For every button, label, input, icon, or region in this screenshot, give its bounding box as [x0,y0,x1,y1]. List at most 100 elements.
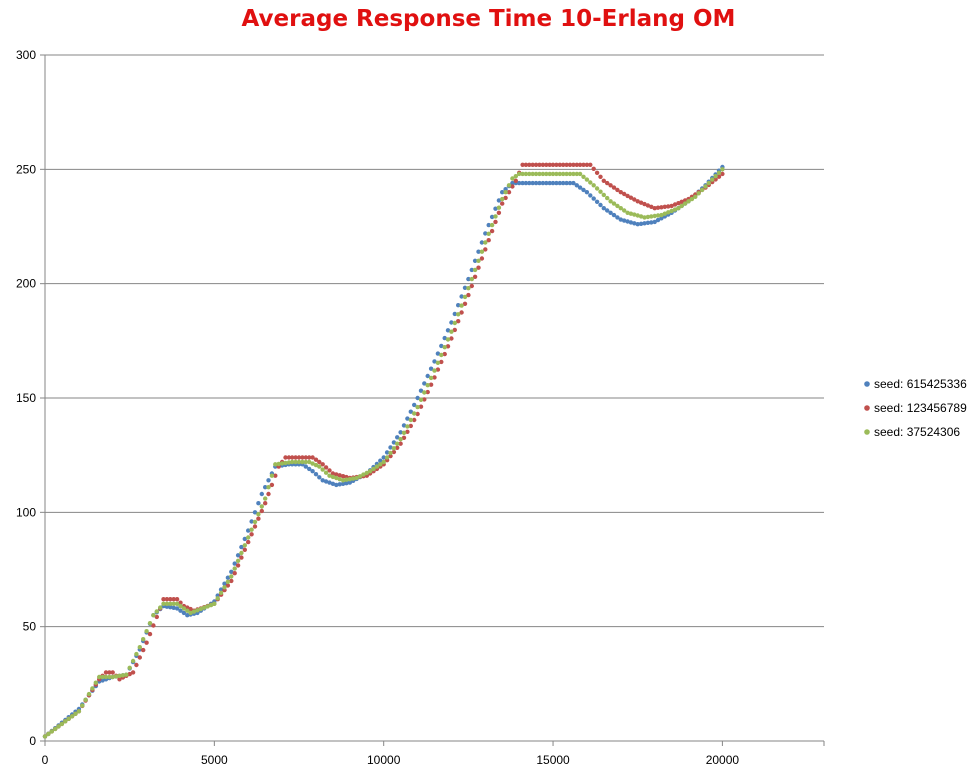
data-point [523,162,529,167]
data-point [259,491,264,497]
data-point [263,496,268,501]
data-point [483,240,488,245]
data-point [442,335,447,341]
data-point [100,678,105,683]
data-point [252,510,258,515]
data-point [476,249,481,254]
data-point [290,459,295,465]
data-point [574,162,579,167]
data-point [395,435,400,440]
data-point [472,258,478,263]
data-point [59,721,65,727]
data-point [134,651,139,657]
data-point [398,437,403,442]
data-point [144,629,149,634]
data-point [679,199,684,204]
data-point [557,162,562,167]
data-point [185,605,190,610]
data-point [540,171,546,177]
data-point [720,167,725,172]
data-point [520,171,525,177]
data-point [330,471,336,476]
data-point [323,479,329,484]
data-point [117,677,122,682]
data-point [347,477,352,482]
data-point [594,199,600,204]
data-point [130,658,136,664]
data-point [334,475,339,481]
x-tick-label: 5000 [201,753,228,767]
data-point [229,569,234,574]
data-point [391,446,397,451]
data-point [486,222,491,228]
data-point [249,532,254,537]
data-point [584,162,590,167]
data-point [655,217,661,223]
data-point [218,590,224,595]
data-point [544,162,549,167]
data-point [435,351,441,356]
data-point [242,543,247,548]
data-point [513,174,518,179]
data-point [317,464,322,469]
data-point [171,605,176,610]
data-point [178,600,183,605]
data-point [527,171,532,177]
data-point [557,171,562,177]
data-point [571,180,576,186]
data-point [622,191,627,197]
data-point [222,585,227,590]
data-point [340,478,346,483]
data-point [86,691,92,697]
data-point [659,216,664,221]
data-point [584,177,590,182]
data-point [107,670,112,675]
data-point [351,476,356,481]
data-point [503,195,508,201]
data-point [459,303,464,308]
y-tick-label: 100 [16,505,36,519]
data-point [276,461,281,467]
data-point [452,320,457,326]
data-point [588,180,593,185]
data-point [615,187,620,193]
data-point [76,709,82,714]
data-point [466,292,471,298]
data-point [530,180,535,186]
data-point [676,201,681,206]
data-point [554,171,559,177]
data-point [405,416,410,421]
data-point [462,294,468,300]
data-point [659,205,664,210]
data-point [452,327,457,333]
data-point [303,464,308,469]
data-point [239,544,244,550]
data-point [682,201,688,206]
data-point [208,602,214,608]
data-point [344,477,349,482]
data-point [49,729,54,734]
data-point [313,472,319,477]
data-point [327,480,332,485]
data-point [655,213,661,218]
data-point [330,474,336,480]
data-point [252,519,258,525]
data-point [178,608,183,613]
data-point [489,228,495,234]
data-point [181,606,187,611]
data-point [296,459,302,465]
data-point [310,461,315,466]
data-point [307,459,312,465]
data-point [151,623,156,628]
data-point [256,516,261,521]
data-point [638,214,644,219]
data-point [161,597,166,602]
data-point [242,547,247,552]
data-point [520,162,525,167]
data-point [205,604,210,609]
data-point [591,196,596,201]
data-point [459,310,464,315]
data-point [493,214,498,219]
data-point [395,441,400,446]
data-point [93,680,99,685]
